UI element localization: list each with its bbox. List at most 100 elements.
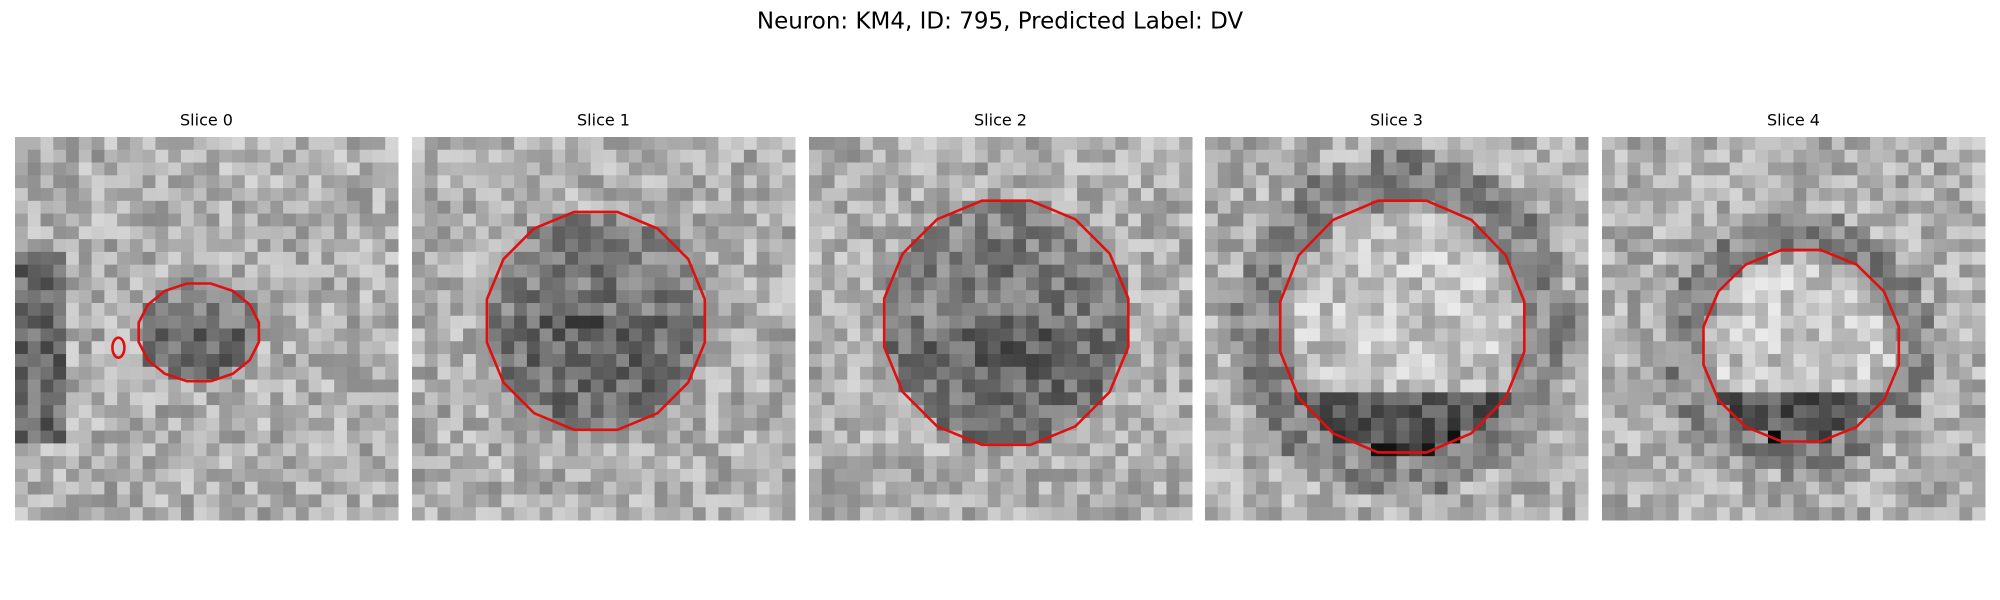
pixel — [526, 494, 541, 508]
pixel — [949, 481, 963, 495]
pixel — [1704, 328, 1718, 342]
pixel — [526, 290, 541, 304]
pixel — [1793, 290, 1807, 304]
pixel — [667, 443, 681, 457]
pixel — [1640, 239, 1654, 253]
pixel — [1793, 162, 1807, 176]
pixel — [1716, 456, 1731, 470]
pixel — [872, 188, 887, 202]
pixel — [1806, 456, 1820, 470]
pixel — [193, 354, 207, 368]
pixel — [847, 149, 861, 164]
pixel — [346, 277, 361, 291]
pixel — [1217, 417, 1232, 432]
pixel — [756, 200, 770, 215]
pixel — [1767, 507, 1782, 521]
pixel — [1383, 302, 1397, 317]
pixel — [1102, 200, 1116, 215]
pixel — [104, 188, 118, 202]
pixel — [91, 302, 105, 317]
pixel — [1460, 328, 1474, 342]
pixel — [552, 468, 566, 483]
pixel — [834, 392, 848, 406]
pixel — [283, 379, 297, 393]
pixel — [974, 430, 989, 444]
pixel — [1422, 417, 1436, 432]
pixel — [1383, 226, 1397, 240]
pixel — [1205, 405, 1219, 419]
pixel — [1370, 315, 1385, 329]
pixel — [821, 200, 836, 215]
pixel — [437, 175, 451, 189]
pixel — [206, 175, 220, 189]
pixel — [911, 302, 925, 317]
pixel — [1602, 494, 1616, 508]
pixel — [1819, 379, 1833, 393]
pixel — [974, 481, 989, 495]
pixel — [821, 302, 836, 317]
pixel — [1128, 366, 1142, 381]
pixel — [1627, 277, 1641, 291]
pixel — [1485, 392, 1500, 406]
pixel — [1434, 456, 1449, 470]
pixel — [923, 251, 938, 266]
pixel — [1831, 226, 1846, 240]
pixel — [1524, 341, 1538, 355]
pixel — [1064, 200, 1078, 215]
pixel — [898, 341, 912, 355]
pixel — [1153, 354, 1167, 368]
pixel — [1844, 239, 1858, 253]
pixel — [911, 507, 925, 521]
pixel — [193, 417, 207, 432]
pixel — [1217, 379, 1232, 393]
pixel — [450, 137, 464, 151]
pixel — [911, 188, 925, 202]
pixel — [1575, 354, 1589, 368]
pixel — [1115, 494, 1129, 508]
pixel — [1038, 175, 1053, 189]
pixel — [1422, 175, 1436, 189]
pixel — [1102, 417, 1116, 432]
pixel — [129, 290, 144, 304]
pixel — [756, 507, 770, 521]
pixel — [1000, 226, 1014, 240]
pixel — [334, 366, 348, 381]
pixel — [1895, 137, 1909, 151]
pixel — [1678, 149, 1692, 164]
pixel — [603, 264, 617, 278]
pixel — [232, 405, 246, 419]
pixel — [1704, 200, 1718, 215]
pixel — [1806, 213, 1820, 227]
pixel — [731, 213, 745, 227]
pixel — [53, 162, 67, 176]
pixel — [1294, 302, 1308, 317]
pixel — [821, 251, 836, 266]
pixel — [1243, 200, 1257, 215]
pixel — [1294, 162, 1308, 176]
pixel — [385, 175, 399, 189]
pixel — [1485, 239, 1500, 253]
pixel — [1729, 494, 1743, 508]
pixel — [1575, 468, 1589, 483]
pixel — [769, 481, 783, 495]
pixel — [1908, 226, 1922, 240]
pixel — [1602, 341, 1616, 355]
pixel — [1473, 481, 1487, 495]
pixel — [847, 315, 861, 329]
pixel — [1793, 341, 1807, 355]
pixel — [1140, 302, 1155, 317]
pixel — [1051, 213, 1065, 227]
pixel — [962, 239, 976, 253]
pixel — [1485, 175, 1500, 189]
pixel — [1268, 341, 1283, 355]
pixel — [1217, 213, 1232, 227]
pixel — [1370, 239, 1385, 253]
pixel — [450, 328, 464, 342]
pixel — [1460, 468, 1474, 483]
pixel — [1422, 302, 1436, 317]
pixel — [860, 264, 874, 278]
pixel — [372, 341, 386, 355]
pixel — [847, 341, 861, 355]
pixel — [1473, 277, 1487, 291]
pixel — [155, 290, 169, 304]
